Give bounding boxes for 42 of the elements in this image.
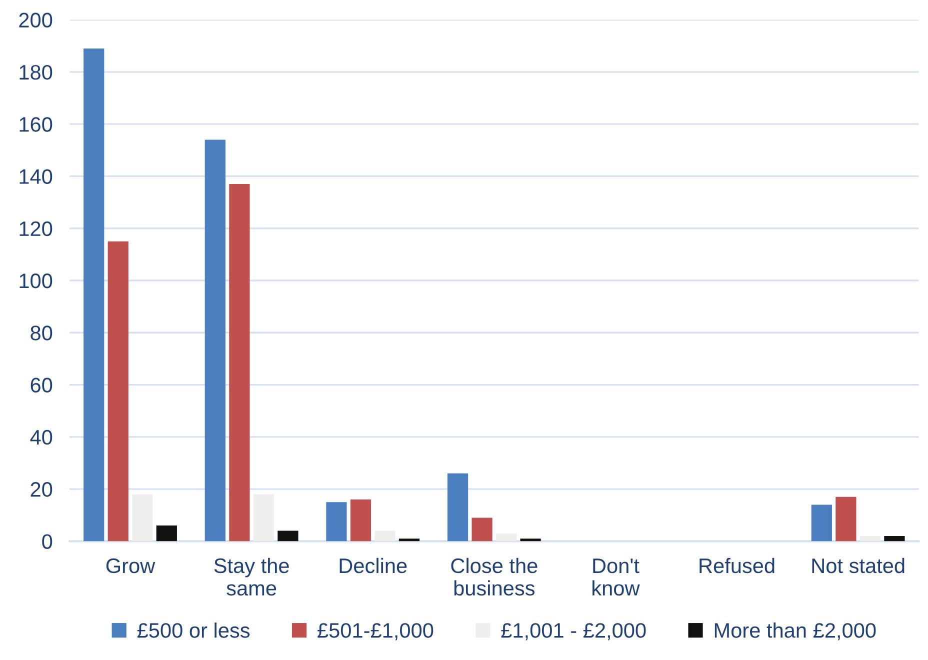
- bar: [374, 530, 396, 542]
- x-tick-label: Not stated: [812, 558, 904, 574]
- bar: [108, 241, 128, 542]
- y-tick-label: 20: [30, 482, 52, 497]
- bar: [496, 533, 517, 542]
- bar: [472, 518, 492, 542]
- y-tick-label: 40: [30, 430, 52, 445]
- bar: [398, 538, 420, 542]
- bar: [350, 499, 372, 542]
- legend-label: More than £2,000: [714, 622, 876, 640]
- x-tick-label: Grow: [106, 558, 156, 574]
- legend-label: £1,001 - £2,000: [501, 623, 646, 640]
- x-tick-label: Stay the same: [214, 558, 289, 596]
- legend-label: £501-£1,000: [318, 623, 434, 640]
- bar: [811, 504, 832, 542]
- bar: [253, 494, 274, 542]
- y-tick-label: 80: [30, 326, 52, 340]
- y-tick-label: 120: [20, 221, 52, 236]
- bar: [229, 184, 250, 542]
- bar: [860, 536, 881, 542]
- x-tick-label: Close the business: [451, 558, 538, 596]
- bar: [884, 536, 905, 542]
- y-tick-label: 160: [20, 117, 52, 132]
- bar: [447, 473, 468, 542]
- x-tick-label: Refused: [700, 558, 774, 574]
- y-tick-label: 180: [20, 64, 52, 80]
- legend-label: £500 or less: [137, 622, 250, 638]
- y-tick-label: 60: [30, 378, 52, 393]
- bar: [326, 502, 347, 542]
- bar: [520, 538, 541, 542]
- y-tick-label: 140: [20, 169, 52, 184]
- y-tick-label: 100: [20, 274, 52, 288]
- bar: [836, 496, 856, 542]
- bar: [156, 526, 177, 542]
- bar: [204, 140, 226, 542]
- bar: [132, 494, 153, 542]
- x-tick-label: Decline: [340, 558, 407, 574]
- y-tick-label: 0: [42, 534, 52, 549]
- y-tick-label: 200: [19, 12, 52, 28]
- bar: [84, 48, 104, 542]
- bar: [278, 530, 298, 542]
- x-tick-label: Don't know: [592, 558, 640, 596]
